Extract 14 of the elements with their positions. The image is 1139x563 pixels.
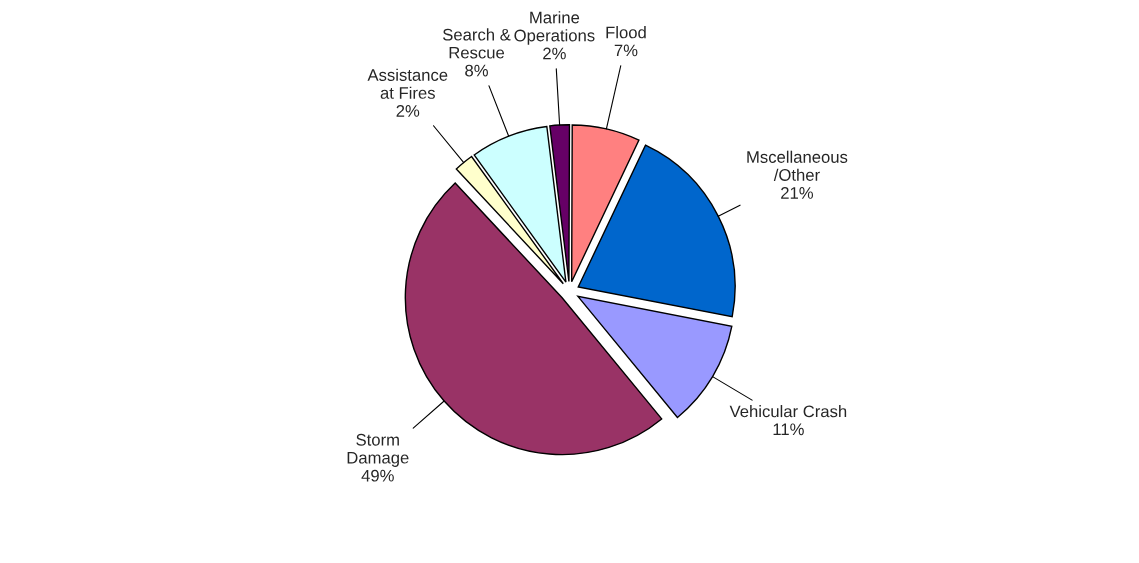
slice-label: Mscellaneous /Other [747, 150, 848, 181]
data-label: 2% [543, 47, 566, 60]
data-label: 21% [781, 187, 814, 199]
slice-label: Vehicular Crash [729, 405, 847, 418]
slice-label: Search & Rescue [443, 28, 511, 59]
slice-label: Marine Operations [514, 11, 595, 45]
data-label: 8% [465, 64, 488, 77]
data-label: 7% [614, 44, 638, 57]
slice-label: Storm Damage [347, 433, 409, 467]
data-label: 2% [396, 105, 420, 117]
slice-label: Flood [606, 26, 646, 39]
data-label: 49% [361, 469, 394, 482]
data-label: 11% [773, 423, 804, 436]
slice-label: Assistance at Fires [367, 68, 448, 99]
